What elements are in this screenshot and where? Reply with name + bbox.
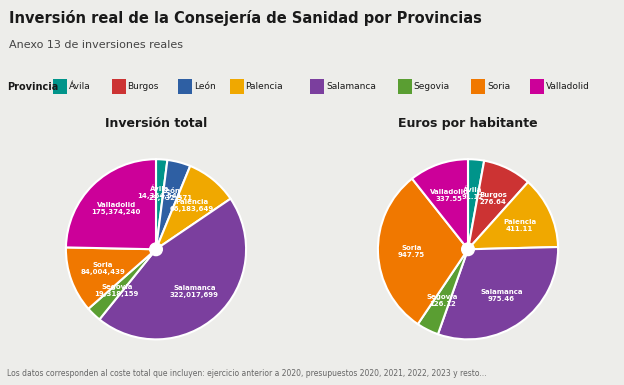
Text: Euros por habitante: Euros por habitante xyxy=(398,117,538,130)
Text: Valladolid
175,374,240: Valladolid 175,374,240 xyxy=(92,202,141,215)
Text: Ávila: Ávila xyxy=(69,82,90,91)
Text: Provincia: Provincia xyxy=(7,82,59,92)
Text: Palencia: Palencia xyxy=(246,82,283,91)
FancyBboxPatch shape xyxy=(112,79,125,94)
Text: Anexo 13 de inversiones reales: Anexo 13 de inversiones reales xyxy=(9,40,183,50)
Wedge shape xyxy=(378,179,468,324)
Text: Soria
84,004,439: Soria 84,004,439 xyxy=(80,262,125,275)
Wedge shape xyxy=(156,166,230,249)
Text: Burgos
276.64: Burgos 276.64 xyxy=(479,192,507,205)
FancyBboxPatch shape xyxy=(398,79,412,94)
Text: Salamanca: Salamanca xyxy=(326,82,376,91)
FancyBboxPatch shape xyxy=(53,79,67,94)
Text: Ávila
91.12: Ávila 91.12 xyxy=(462,186,484,199)
Text: Valladolid: Valladolid xyxy=(546,82,590,91)
Text: Burgos: Burgos xyxy=(127,82,159,91)
Wedge shape xyxy=(156,159,167,249)
Text: León
29,732,571: León 29,732,571 xyxy=(149,188,193,201)
Text: Inversión real de la Consejería de Sanidad por Provincias: Inversión real de la Consejería de Sanid… xyxy=(9,10,482,26)
Text: Valladolid
337.55: Valladolid 337.55 xyxy=(430,189,469,202)
FancyBboxPatch shape xyxy=(530,79,544,94)
Wedge shape xyxy=(156,160,190,249)
Wedge shape xyxy=(412,159,468,249)
Wedge shape xyxy=(468,182,558,249)
Text: Palencia
66,183,649: Palencia 66,183,649 xyxy=(170,199,214,212)
Text: Segovia
126.12: Segovia 126.12 xyxy=(427,293,458,306)
Circle shape xyxy=(462,243,474,256)
Wedge shape xyxy=(66,159,156,249)
Text: Palencia
411.11: Palencia 411.11 xyxy=(503,219,536,232)
Wedge shape xyxy=(66,248,156,309)
Wedge shape xyxy=(99,199,246,339)
FancyBboxPatch shape xyxy=(472,79,485,94)
Circle shape xyxy=(150,243,162,256)
FancyBboxPatch shape xyxy=(311,79,324,94)
Wedge shape xyxy=(468,159,484,249)
FancyBboxPatch shape xyxy=(230,79,243,94)
Text: León: León xyxy=(193,82,215,91)
Wedge shape xyxy=(418,249,468,334)
Text: Segovia
19,318,159: Segovia 19,318,159 xyxy=(95,284,139,297)
Text: Ávila
14,364,541: Ávila 14,364,541 xyxy=(137,186,182,199)
Wedge shape xyxy=(89,249,156,320)
Text: Salamanca
322,017,699: Salamanca 322,017,699 xyxy=(170,285,219,298)
Text: Soria
947.75: Soria 947.75 xyxy=(397,245,425,258)
FancyBboxPatch shape xyxy=(178,79,192,94)
Wedge shape xyxy=(438,247,558,339)
Text: Segovia: Segovia xyxy=(414,82,450,91)
Text: Inversión total: Inversión total xyxy=(105,117,207,130)
Text: Salamanca
975.46: Salamanca 975.46 xyxy=(480,289,522,302)
Wedge shape xyxy=(468,161,528,249)
Text: Los datos corresponden al coste total que incluyen: ejercicio anterior a 2020, p: Los datos corresponden al coste total qu… xyxy=(7,369,487,378)
Text: Soria: Soria xyxy=(487,82,510,91)
